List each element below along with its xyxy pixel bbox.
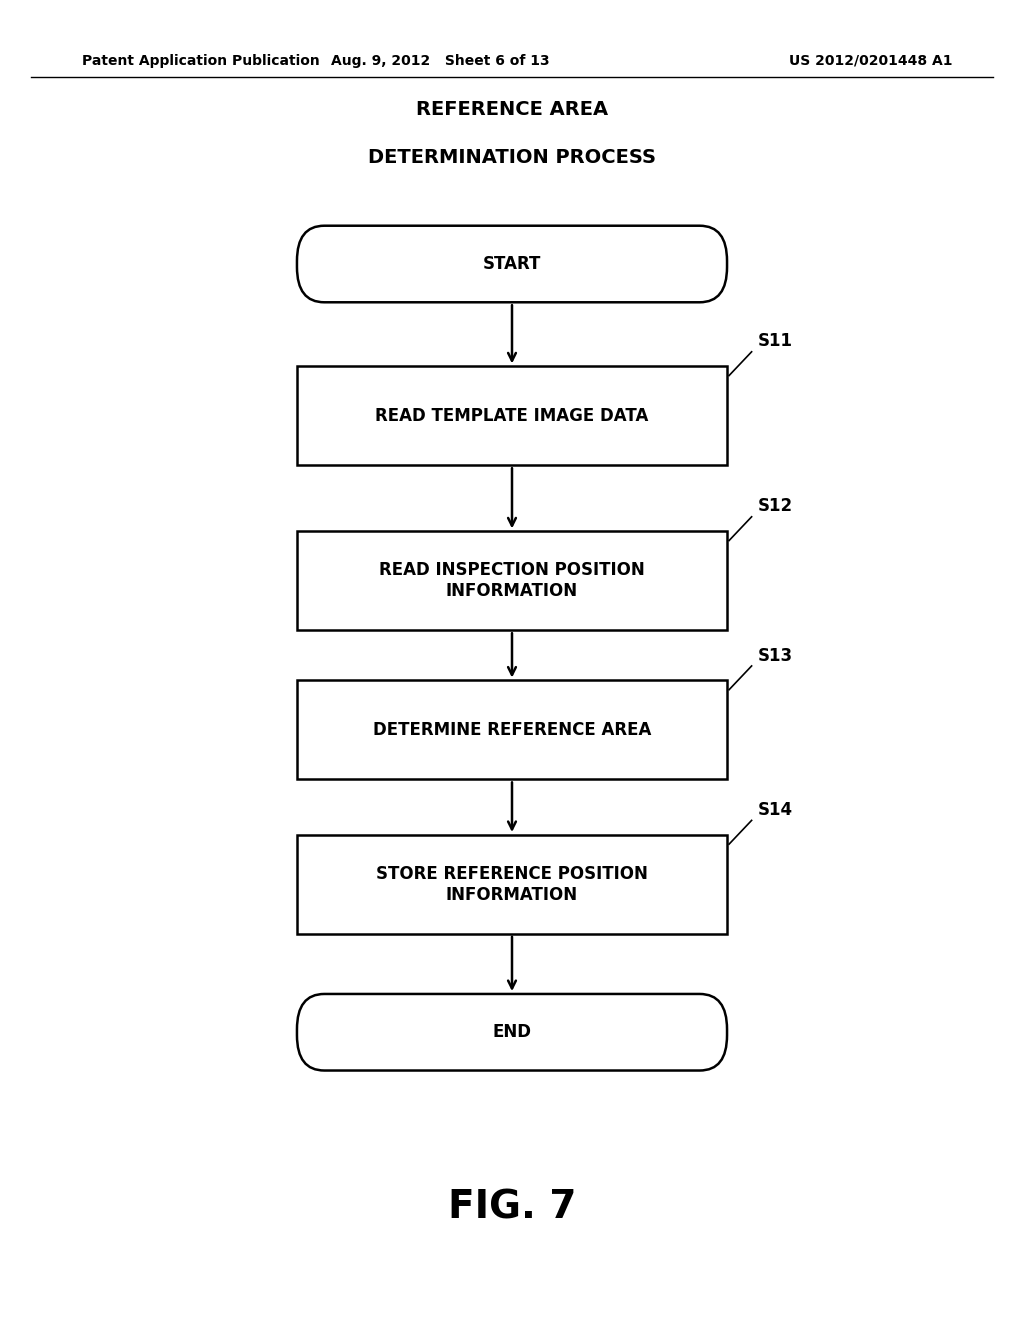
Text: S11: S11 — [758, 333, 793, 350]
Text: S13: S13 — [758, 647, 793, 665]
Text: START: START — [482, 255, 542, 273]
Text: READ INSPECTION POSITION
INFORMATION: READ INSPECTION POSITION INFORMATION — [379, 561, 645, 601]
Text: Patent Application Publication: Patent Application Publication — [82, 54, 319, 67]
Text: DETERMINE REFERENCE AREA: DETERMINE REFERENCE AREA — [373, 721, 651, 739]
Bar — [297, 681, 727, 779]
Text: US 2012/0201448 A1: US 2012/0201448 A1 — [788, 54, 952, 67]
Text: S14: S14 — [758, 801, 793, 818]
Text: STORE REFERENCE POSITION
INFORMATION: STORE REFERENCE POSITION INFORMATION — [376, 865, 648, 904]
Text: Aug. 9, 2012   Sheet 6 of 13: Aug. 9, 2012 Sheet 6 of 13 — [331, 54, 550, 67]
Text: END: END — [493, 1023, 531, 1041]
Bar — [297, 366, 727, 465]
Text: DETERMINATION PROCESS: DETERMINATION PROCESS — [368, 148, 656, 166]
Text: FIG. 7: FIG. 7 — [447, 1189, 577, 1226]
Text: S12: S12 — [758, 498, 793, 515]
Text: REFERENCE AREA: REFERENCE AREA — [416, 100, 608, 119]
Bar — [297, 836, 727, 935]
Bar — [297, 531, 727, 630]
FancyBboxPatch shape — [297, 226, 727, 302]
Text: READ TEMPLATE IMAGE DATA: READ TEMPLATE IMAGE DATA — [376, 407, 648, 425]
FancyBboxPatch shape — [297, 994, 727, 1071]
